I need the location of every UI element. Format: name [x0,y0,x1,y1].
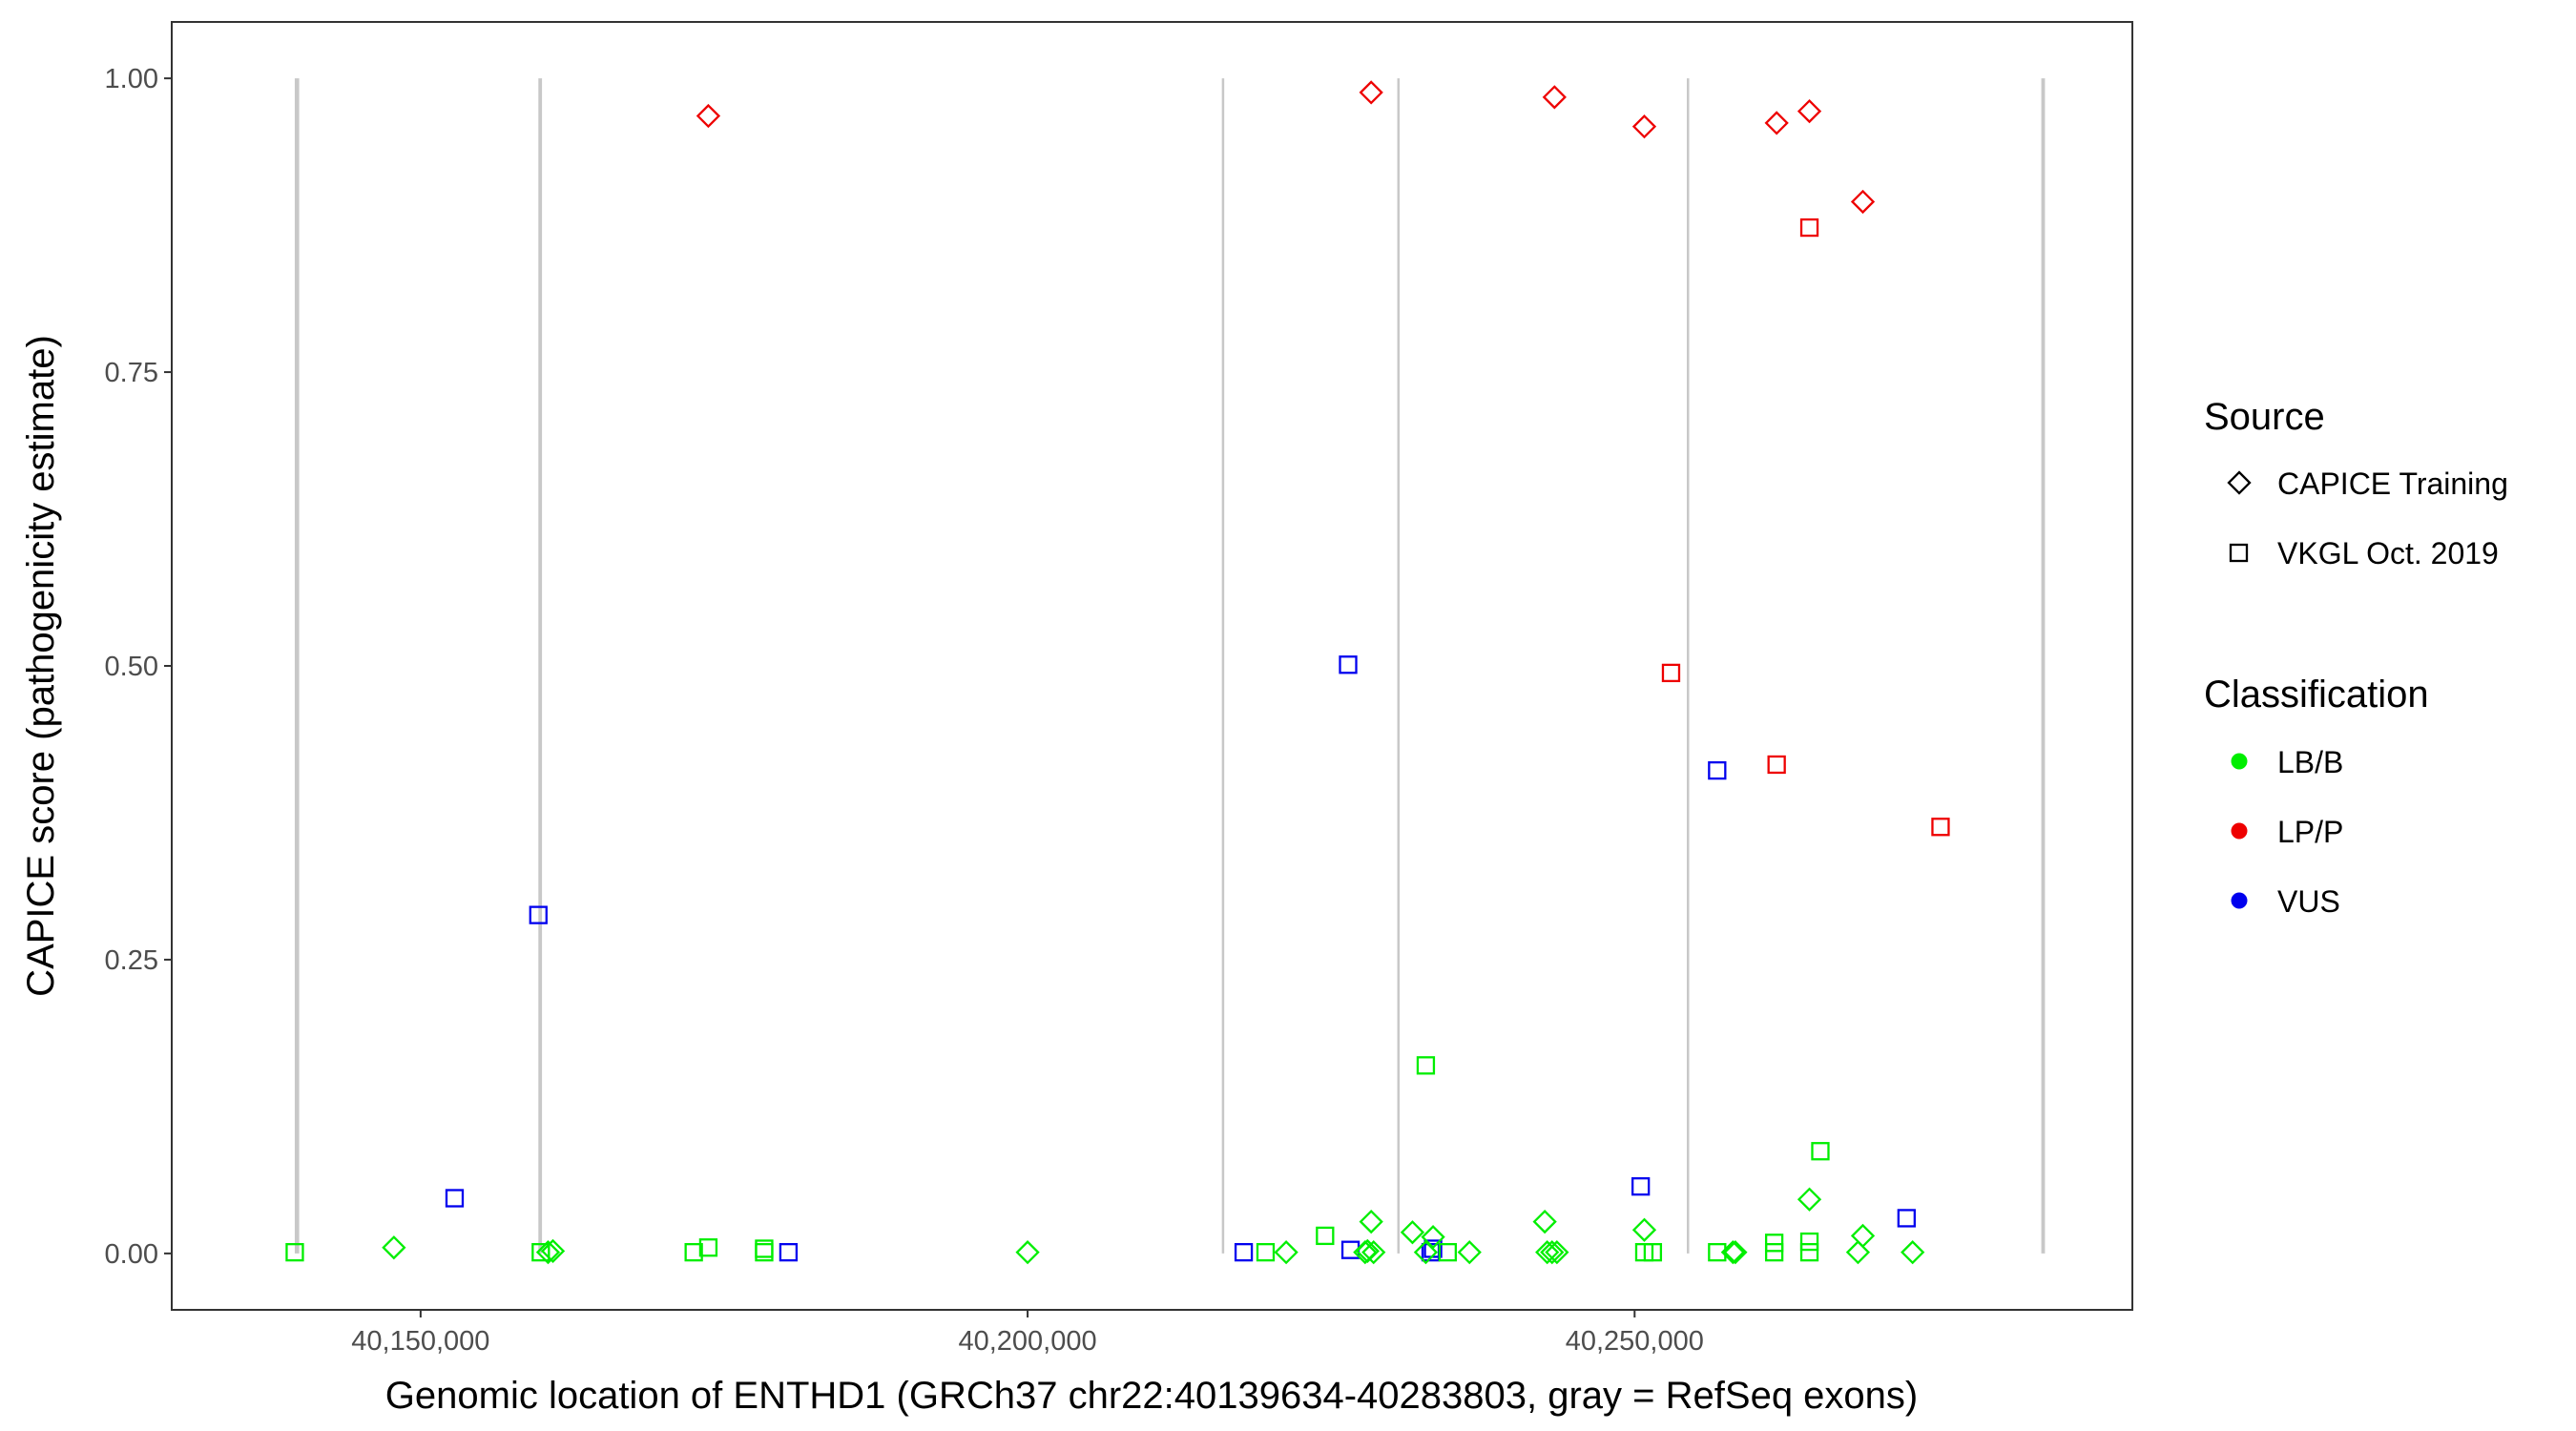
data-point-diamond [1797,98,1822,124]
x-tick-label: 40,250,000 [1566,1326,1704,1357]
data-point-square [1708,760,1727,780]
data-point-square [1897,1209,1916,1228]
data-point-square [1799,218,1819,238]
data-point-square [1931,818,1950,837]
x-tick-label: 40,200,000 [958,1326,1096,1357]
data-point-square [445,1189,465,1208]
data-point-diamond [696,103,721,129]
legend-lbb-key [2231,753,2248,770]
data-point-diamond [1764,111,1789,135]
data-point-square [1799,1232,1819,1252]
data-point-diamond [1421,1225,1445,1250]
data-point-diamond [1631,1217,1657,1242]
legend-vus-key [2231,892,2248,909]
exon-line [1221,78,1225,1254]
data-point-diamond [1720,1240,1745,1265]
legend-classification-item-lbb: LB/B [2277,745,2343,779]
data-point-square [1438,1242,1457,1262]
data-point-square [684,1242,703,1262]
data-point-diamond [1845,1240,1871,1265]
data-point-diamond [1797,1187,1822,1212]
y-tick-label: 0.00 [105,1239,158,1270]
legend-source-item-vkgl: VKGL Oct. 2019 [2277,536,2499,570]
data-point-square [1811,1142,1830,1161]
data-point-diamond [1400,1220,1425,1245]
data-point-diamond [1413,1240,1439,1265]
exon-line [1397,78,1401,1254]
data-point-diamond [382,1235,406,1260]
plot-panel-border [171,21,2133,1311]
data-point-square [1767,755,1786,775]
data-point-diamond [1015,1240,1040,1265]
data-point-diamond [1631,114,1657,139]
x-axis: 40,150,000 40,200,000 40,250,000 [351,1310,1704,1357]
data-point-diamond [1355,1238,1380,1264]
legend-source-title: Source [2204,396,2325,438]
data-point-square [529,905,548,924]
data-point-square [1631,1177,1651,1196]
x-axis-title: Genomic location of ENTHD1 (GRCh37 chr22… [385,1375,1918,1417]
data-point-diamond [1535,1240,1560,1265]
data-point-diamond [1540,1240,1565,1265]
data-point-square [1799,1242,1819,1262]
data-point-square [531,1242,551,1262]
legend-diamond-key [2227,470,2252,495]
legend-classification-title: Classification [2204,674,2429,716]
data-point-square [1416,1056,1436,1075]
exon-line [294,78,300,1254]
data-point-diamond [1901,1240,1925,1265]
data-point-square [1643,1242,1663,1262]
data-point-square [285,1242,304,1262]
exon-line [2041,78,2046,1254]
data-point-diamond [1361,1240,1386,1265]
data-point-diamond [1850,189,1876,215]
y-tick-label: 0.50 [105,652,158,682]
data-point-square [779,1242,799,1262]
data-point-square [1234,1242,1254,1262]
data-point-diamond [1532,1209,1557,1234]
data-point-diamond [535,1240,561,1265]
data-point-diamond [1457,1240,1482,1265]
y-axis-title: CAPICE score (pathogenicity estimate) [20,335,62,997]
data-point-square [1316,1226,1335,1246]
y-tick-label: 1.00 [105,64,158,94]
legend-source-item-capice: CAPICE Training [2277,467,2508,501]
legend-square-key [2229,543,2249,563]
legend-classification-item-lpp: LP/P [2277,815,2343,849]
data-point-square [1764,1242,1784,1262]
data-point-diamond [1850,1223,1876,1249]
y-tick-label: 0.25 [105,945,158,976]
data-point-diamond [1545,1240,1569,1265]
data-point-diamond [1723,1240,1748,1265]
data-point-square [1661,663,1681,683]
legend-lpp-key [2231,822,2248,840]
legend: Source CAPICE Training VKGL Oct. 2019 Cl… [2204,396,2508,919]
data-point-diamond [1359,80,1383,105]
exon-line [538,78,543,1254]
data-point-square [698,1238,718,1257]
data-point-diamond [1274,1240,1298,1265]
data-points [285,80,1950,1265]
data-point-square [755,1239,774,1258]
x-tick-label: 40,150,000 [351,1326,489,1357]
exon-line [1687,78,1690,1254]
y-tick-label: 0.75 [105,358,158,388]
legend-classification-item-vus: VUS [2277,884,2340,919]
y-axis: 0.00 0.25 0.50 0.75 1.00 [105,64,172,1270]
data-point-square [1764,1234,1784,1253]
data-point-square [1256,1242,1276,1262]
exon-lines [294,78,2046,1254]
data-point-diamond [1542,85,1567,110]
data-point-diamond [540,1238,566,1264]
data-point-square [1339,655,1358,674]
data-point-diamond [1359,1209,1383,1234]
